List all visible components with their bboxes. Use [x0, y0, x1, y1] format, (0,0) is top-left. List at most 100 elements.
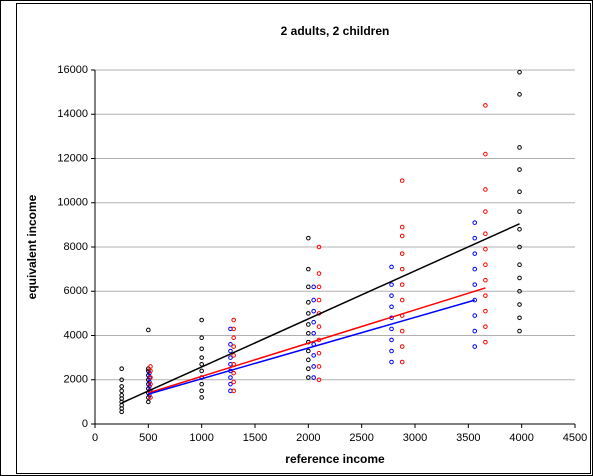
data-point: [316, 377, 322, 383]
data-point: [483, 262, 488, 268]
data-point: [316, 324, 322, 329]
data-point: [483, 231, 488, 237]
x-axis-label: reference income: [285, 452, 385, 466]
data-point: [228, 375, 233, 380]
data-point: [146, 395, 151, 400]
data-point: [199, 355, 204, 360]
data-point: [146, 327, 151, 333]
data-point: [306, 357, 311, 363]
data-point: [483, 246, 488, 252]
data-point: [146, 399, 151, 405]
data-point: [231, 344, 236, 349]
y-tick-label: 10000: [57, 197, 88, 209]
y-axis-label: equivalent income: [25, 194, 39, 299]
data-point: [306, 348, 311, 354]
x-tick-label: 4500: [563, 432, 587, 444]
data-point: [483, 209, 488, 214]
data-point: [399, 224, 405, 230]
data-point: [399, 178, 405, 183]
trend-line: [148, 287, 486, 394]
data-point: [306, 235, 311, 241]
data-point: [311, 353, 316, 358]
data-point: [389, 337, 394, 343]
data-point: [483, 293, 488, 298]
data-point: [306, 266, 311, 272]
x-tick-label: 2500: [349, 432, 373, 444]
x-tick-label: 3000: [403, 432, 427, 444]
data-point: [306, 300, 311, 305]
data-point: [472, 313, 478, 318]
data-point: [517, 302, 522, 307]
data-point: [389, 304, 394, 310]
x-tick-label: 1500: [243, 432, 267, 444]
data-point: [483, 339, 488, 345]
data-point: [231, 353, 236, 358]
data-point: [148, 368, 153, 374]
data-point: [316, 297, 322, 303]
data-point: [389, 359, 394, 365]
data-point: [483, 277, 488, 283]
data-point: [389, 326, 394, 332]
chart-frame: [16, 3, 591, 474]
data-point: [483, 103, 488, 108]
data-point: [472, 235, 478, 241]
data-point: [306, 330, 311, 336]
data-point: [231, 335, 236, 341]
data-point: [517, 227, 522, 232]
data-point: [147, 370, 152, 376]
data-point: [199, 368, 204, 374]
data-point: [316, 271, 322, 276]
data-point: [517, 69, 522, 75]
data-point: [517, 145, 522, 150]
data-point: [119, 388, 124, 394]
chart-title: 2 adults, 2 children: [281, 24, 390, 38]
data-point: [119, 377, 124, 383]
data-point: [517, 315, 522, 321]
data-point: [148, 381, 153, 387]
data-point: [316, 364, 322, 369]
data-point: [199, 346, 204, 352]
data-point: [399, 282, 405, 287]
data-point: [199, 381, 204, 387]
data-point: [472, 328, 478, 334]
data-point: [228, 381, 233, 387]
data-point: [517, 275, 522, 281]
data-point: [119, 384, 124, 389]
data-point: [119, 366, 124, 371]
data-point: [483, 308, 488, 314]
y-tick-label: 4000: [64, 329, 88, 341]
data-point: [231, 326, 236, 332]
data-point: [399, 328, 405, 334]
data-point: [389, 264, 394, 270]
data-point: [231, 370, 236, 376]
x-tick-label: 0: [92, 432, 98, 444]
y-tick-label: 0: [82, 418, 88, 430]
data-point: [306, 322, 311, 327]
data-point: [316, 284, 322, 290]
data-point: [199, 361, 204, 367]
data-point: [228, 348, 233, 354]
data-point: [228, 355, 233, 360]
data-point: [311, 284, 316, 290]
y-tick-label: 6000: [64, 285, 88, 297]
x-tick-label: 500: [139, 432, 157, 444]
data-point: [311, 364, 316, 369]
data-point: [231, 317, 236, 323]
data-point: [316, 350, 322, 356]
data-point: [228, 342, 233, 347]
data-point: [199, 317, 204, 323]
data-point: [399, 251, 405, 256]
x-tick-label: 1000: [189, 432, 213, 444]
data-point: [306, 311, 311, 316]
data-point: [146, 368, 151, 374]
data-point: [399, 233, 405, 239]
data-point: [199, 395, 204, 400]
y-tick-label: 16000: [57, 64, 88, 76]
data-point: [472, 251, 478, 256]
data-point: [483, 324, 488, 329]
data-point: [311, 375, 316, 380]
data-point: [517, 167, 522, 172]
data-point: [147, 379, 152, 385]
data-point: [306, 375, 311, 380]
